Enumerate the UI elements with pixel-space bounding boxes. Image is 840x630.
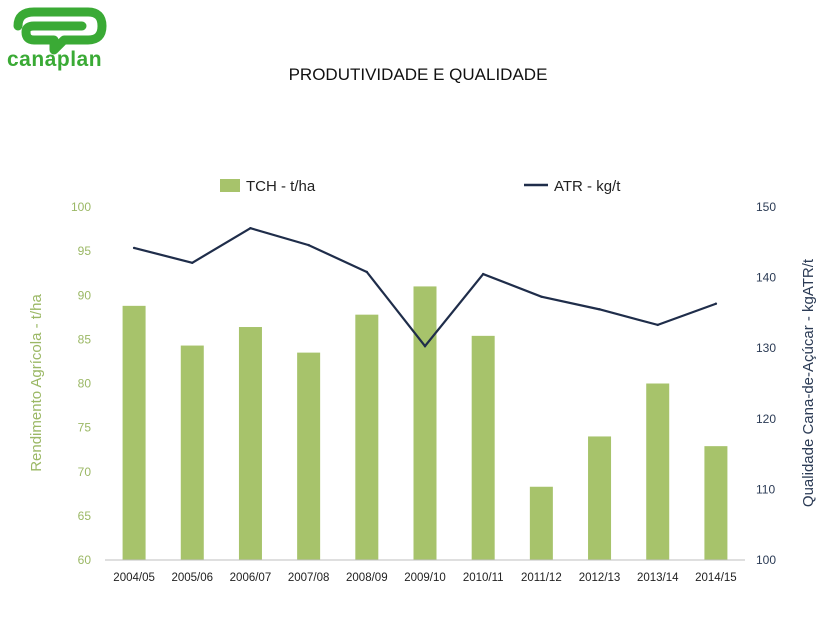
y-axis-left-ticks: 60 65 70 75 80 85 90 95 100	[71, 200, 91, 567]
legend-swatch-tch	[220, 179, 240, 192]
y-right-tick-label: 100	[756, 553, 776, 567]
logo-mark-shape	[13, 7, 107, 55]
x-tick-label: 2012/13	[579, 572, 621, 584]
y-left-tick-label: 85	[78, 332, 92, 346]
y-right-tick-label: 150	[756, 200, 776, 214]
y-right-tick-label: 110	[756, 482, 775, 496]
x-tick-label: 2010/11	[463, 572, 504, 584]
legend-label-atr: ATR - kg/t	[554, 178, 621, 195]
x-tick-label: 2006/07	[230, 572, 272, 584]
bar-tch	[704, 446, 728, 560]
logo-text: canaplan	[7, 48, 103, 71]
y-axis-right-ticks: 100 110 120 130 140 150	[756, 200, 776, 567]
x-tick-label: 2004/05	[113, 572, 155, 584]
x-tick-label: 2007/08	[288, 572, 330, 584]
y-left-tick-label: 70	[78, 465, 92, 479]
line-point-atr	[307, 243, 310, 247]
x-tick-label: 2009/10	[404, 572, 446, 584]
y-left-tick-label: 75	[78, 421, 92, 435]
line-point-atr	[598, 308, 601, 311]
y-right-tick-label: 120	[756, 412, 776, 426]
line-point-atr	[191, 261, 194, 264]
canaplan-logo	[13, 7, 107, 55]
line-points	[132, 226, 718, 348]
y-right-tick-label: 130	[756, 341, 776, 355]
bar-tch	[180, 345, 204, 560]
y-left-tick-label: 90	[78, 288, 92, 302]
bar-tch	[471, 335, 495, 560]
legend: TCH - t/ha ATR - kg/t	[220, 178, 621, 195]
line-point-atr	[656, 323, 659, 327]
y-axis-left-label: Rendimento Agrícola - t/ha	[28, 294, 45, 472]
y-left-tick-label: 60	[78, 553, 92, 567]
y-left-tick-label: 95	[78, 244, 92, 258]
line-point-atr	[423, 344, 427, 348]
chart-title: PRODUTIVIDADE E QUALIDADE	[289, 65, 548, 84]
y-left-tick-label: 80	[78, 377, 92, 391]
line-point-atr	[249, 226, 252, 230]
bar-series	[122, 286, 728, 560]
bar-tch	[529, 486, 553, 560]
bar-tch	[238, 327, 262, 560]
bar-tch	[297, 352, 321, 560]
y-left-tick-label: 65	[78, 509, 92, 523]
legend-label-tch: TCH - t/ha	[246, 178, 316, 195]
line-point-atr	[132, 246, 136, 250]
y-left-tick-label: 100	[71, 200, 91, 214]
y-axis-right-label: Qualidade Cana-de-Açúcar - kgATR/t	[800, 258, 817, 507]
bar-tch	[646, 383, 670, 560]
line-point-atr	[481, 272, 485, 276]
x-tick-label: 2005/06	[171, 572, 213, 584]
bar-tch	[122, 305, 146, 560]
y-right-tick-label: 140	[756, 271, 776, 285]
x-tick-label: 2013/14	[637, 572, 679, 584]
bar-tch	[413, 286, 437, 560]
line-point-atr	[714, 302, 718, 305]
x-tick-label: 2011/12	[521, 572, 562, 584]
bar-tch	[588, 436, 612, 560]
bar-tch	[355, 314, 379, 560]
line-point-atr	[540, 295, 543, 298]
x-axis-ticks: 2004/05 2005/06 2006/07 2007/08 2008/09 2009/…	[113, 572, 736, 584]
x-tick-label: 2008/09	[346, 572, 388, 584]
x-tick-label: 2014/15	[695, 572, 737, 584]
line-point-atr	[365, 270, 369, 274]
